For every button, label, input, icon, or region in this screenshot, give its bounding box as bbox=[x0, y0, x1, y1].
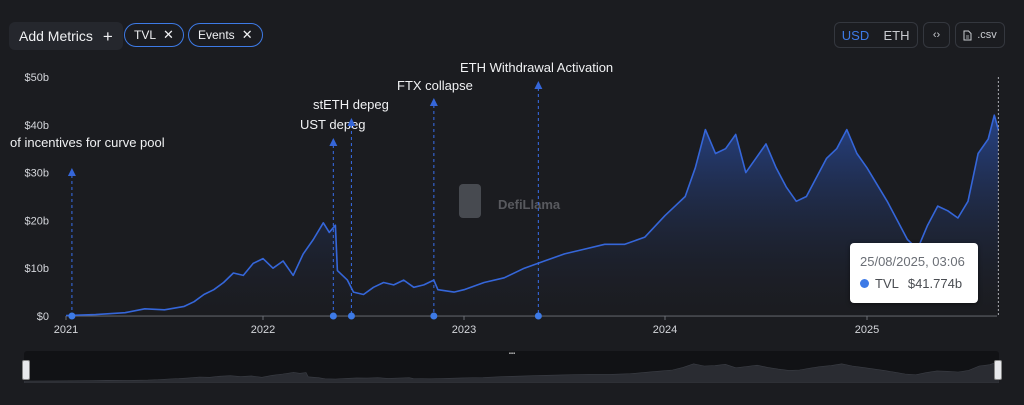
metric-chip-tvl[interactable]: TVL ✕ bbox=[124, 23, 184, 47]
y-tick-label: $30b bbox=[25, 168, 49, 180]
file-icon bbox=[963, 30, 972, 40]
event-arrow-icon bbox=[429, 98, 438, 106]
embed-button[interactable]: ‹› bbox=[923, 22, 950, 48]
event-arrow-icon bbox=[329, 138, 338, 146]
chip-label: TVL bbox=[134, 28, 157, 42]
close-icon[interactable]: ✕ bbox=[163, 27, 174, 42]
event-label: ETH Withdrawal Activation bbox=[460, 60, 613, 75]
defillama-watermark: DefiLlama bbox=[459, 184, 561, 218]
brush-preview bbox=[24, 362, 999, 383]
y-tick-label: $40b bbox=[25, 120, 49, 132]
event-arrow-icon bbox=[534, 81, 543, 89]
event-label: UST depeg bbox=[300, 117, 366, 132]
event-label: of incentives for curve pool bbox=[10, 135, 165, 150]
x-tick-label: 2022 bbox=[251, 324, 275, 336]
brush-handle-left[interactable] bbox=[22, 360, 30, 380]
currency-option-usd[interactable]: USD bbox=[841, 27, 870, 43]
event-marker[interactable] bbox=[329, 312, 337, 320]
brush-grip-icon[interactable]: ▪▪▪ bbox=[508, 351, 516, 357]
code-icon: ‹› bbox=[932, 29, 941, 41]
currency-option-eth[interactable]: ETH bbox=[883, 27, 910, 43]
watermark-label: DefiLlama bbox=[498, 197, 561, 212]
csv-label: .csv bbox=[977, 29, 997, 41]
x-tick-label: 2023 bbox=[452, 324, 476, 336]
x-tick-label: 2021 bbox=[54, 324, 78, 336]
event-marker[interactable] bbox=[68, 312, 76, 320]
y-tick-label: $0 bbox=[37, 311, 49, 323]
event-label: stETH depeg bbox=[313, 97, 389, 112]
tooltip: 25/08/2025, 03:06 TVL $41.774b bbox=[850, 243, 978, 303]
event-marker[interactable] bbox=[347, 312, 355, 320]
llama-logo-icon bbox=[459, 184, 481, 218]
metric-chip-events[interactable]: Events ✕ bbox=[188, 23, 263, 47]
plus-icon: + bbox=[102, 26, 113, 46]
tvl-area bbox=[66, 115, 999, 316]
series-marker bbox=[860, 279, 869, 288]
y-tick-label: $20b bbox=[25, 215, 49, 227]
event-marker[interactable] bbox=[430, 312, 438, 320]
x-tick-label: 2025 bbox=[855, 324, 879, 336]
chip-label: Events bbox=[198, 28, 235, 42]
download-csv-button[interactable]: .csv bbox=[955, 22, 1005, 48]
currency-toggle: USD ETH bbox=[834, 22, 918, 48]
event-arrow-icon bbox=[347, 118, 356, 126]
brush-handle-right[interactable] bbox=[994, 360, 1002, 380]
y-tick-label: $10b bbox=[25, 263, 49, 275]
close-icon[interactable]: ✕ bbox=[241, 27, 253, 42]
add-metrics-button[interactable]: Add Metrics + bbox=[9, 22, 123, 50]
tvl-chart[interactable]: $0 $10b $20b $30b $40b $50b 2021 2022 2023 2024 2… bbox=[0, 0, 1024, 345]
tooltip-date: 25/08/2025, 03:06 bbox=[860, 254, 965, 269]
event-arrow-icon bbox=[67, 168, 76, 176]
y-tick-label: $50b bbox=[25, 72, 49, 84]
tooltip-series: TVL bbox=[875, 276, 899, 291]
event-label: FTX collapse bbox=[397, 78, 473, 93]
tooltip-value: $41.774b bbox=[907, 276, 963, 291]
x-tick-label: 2024 bbox=[653, 324, 677, 336]
tvl-line bbox=[65, 114, 1000, 317]
chart-toolbar: Add Metrics + TVL ✕ Events ✕ USD ETH ‹› … bbox=[0, 0, 1024, 70]
event-marker[interactable] bbox=[534, 312, 542, 320]
add-metrics-label: Add Metrics bbox=[19, 28, 93, 44]
